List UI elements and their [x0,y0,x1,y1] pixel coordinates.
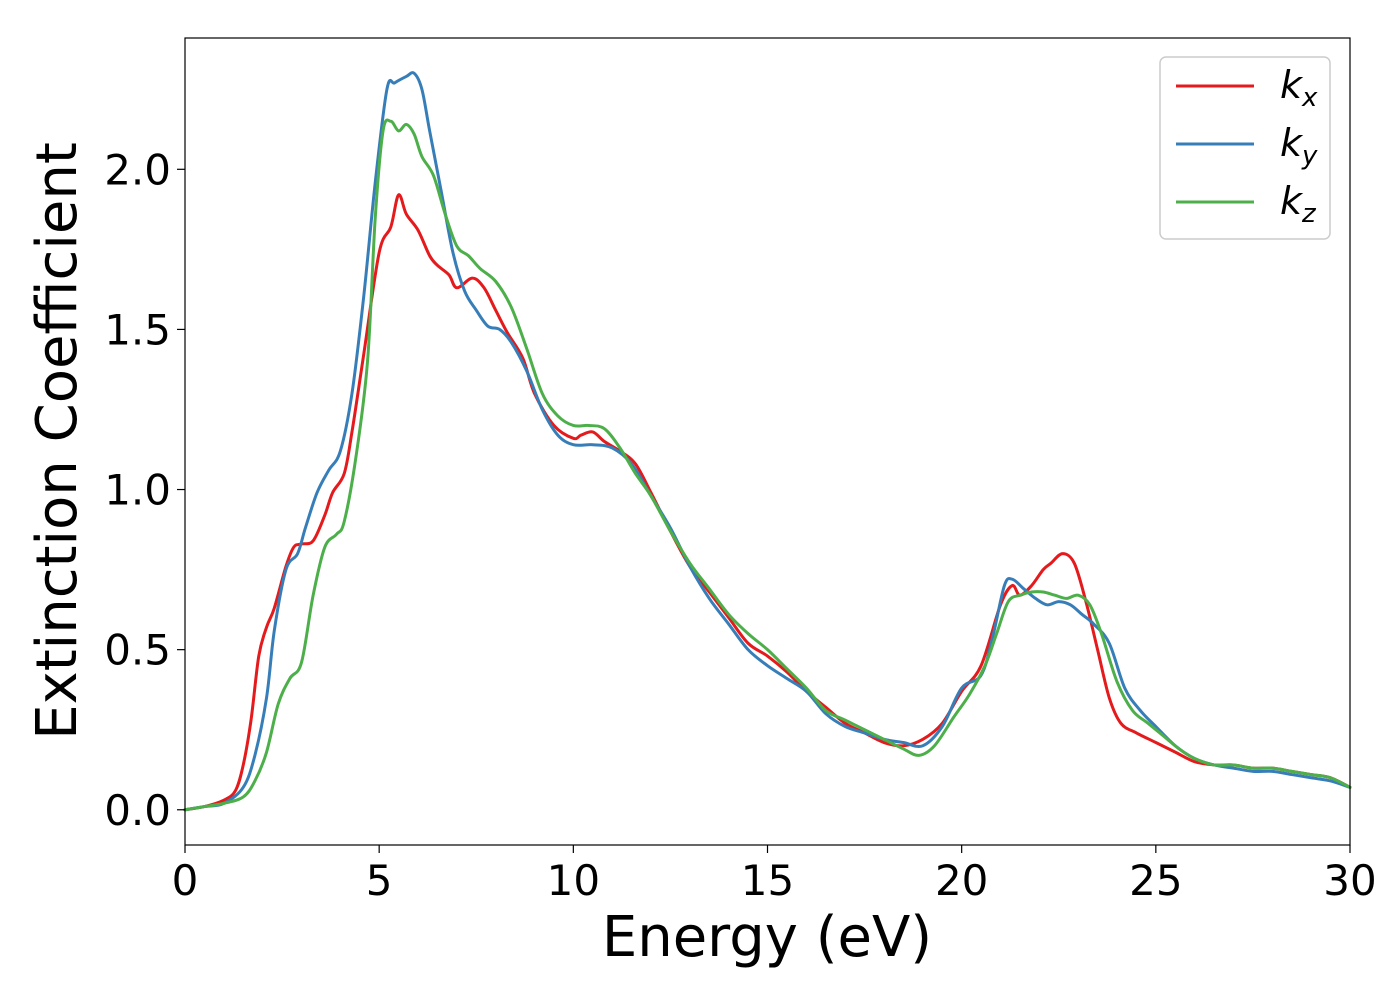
x-axis-title: Energy (eV) [602,905,932,970]
series-layer [183,71,1352,812]
legend-label-kx: kx [1280,63,1318,113]
legend-label-kz: kz [1280,179,1317,229]
y-tick-label: 1.0 [104,466,171,515]
series-line-z [183,118,1352,812]
y-tick-label: 0.5 [104,626,171,675]
y-tick-label: 2.0 [104,145,171,194]
x-axis: 0 5 10 15 20 25 30 [172,845,1377,905]
x-tick-label: 5 [366,856,393,905]
series-line-x [183,193,1352,812]
x-tick-label: 15 [741,856,794,905]
legend-label-ky: ky [1280,121,1318,171]
x-tick-label: 10 [547,856,600,905]
x-tick-label: 20 [935,856,988,905]
x-tick-label: 25 [1129,856,1182,905]
legend-box [1159,56,1331,240]
y-axis-title: Extinction Coefficient [25,142,90,740]
y-tick-label: 0.0 [104,786,171,835]
series-line-y [183,71,1352,812]
y-axis: 0.0 0.5 1.0 1.5 2.0 [104,145,185,835]
y-tick-label: 1.5 [104,305,171,354]
x-tick-label: 30 [1323,856,1376,905]
x-tick-label: 0 [172,856,199,905]
legend: kx ky kz [1159,56,1331,240]
